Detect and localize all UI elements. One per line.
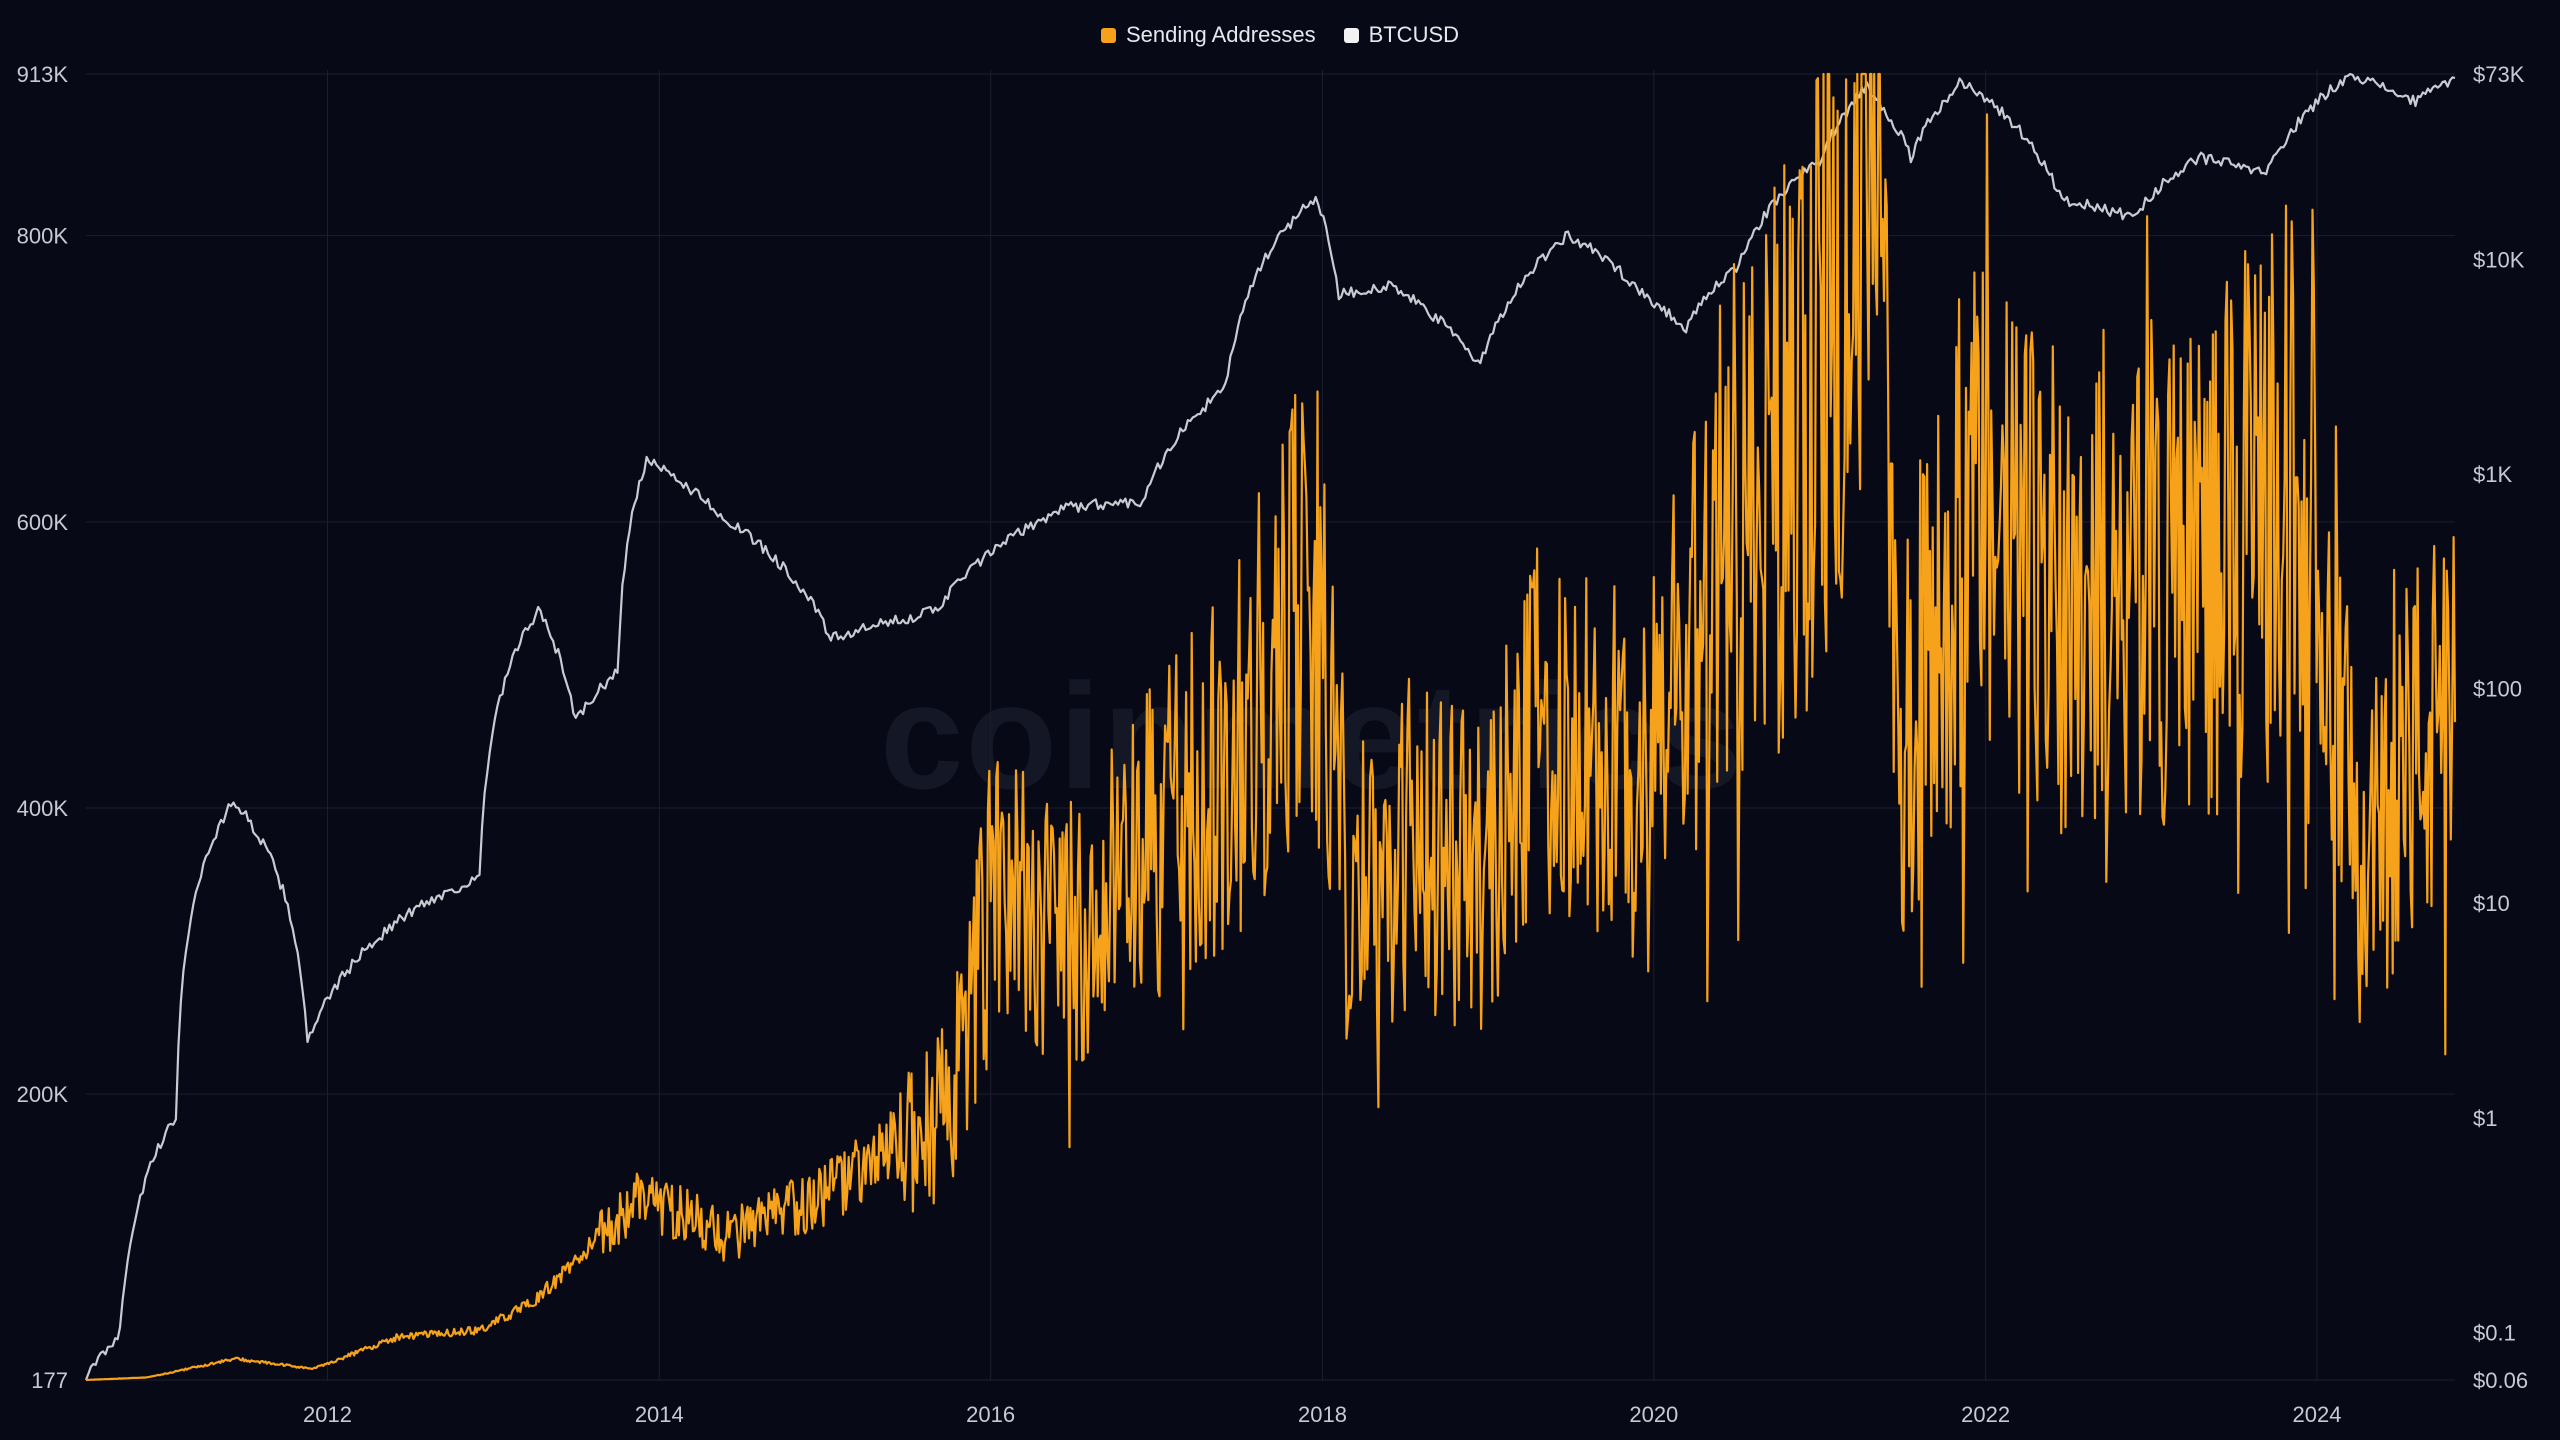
legend-item-sending-addresses[interactable]: Sending Addresses: [1100, 22, 1316, 48]
y-right-tick-label: $10K: [2473, 247, 2525, 272]
x-tick-label: 2024: [2293, 1402, 2342, 1427]
legend-label-sending-addresses: Sending Addresses: [1125, 22, 1316, 47]
y-left-tick-label: 800K: [17, 224, 69, 249]
x-tick-label: 2016: [966, 1402, 1015, 1427]
x-tick-label: 2020: [1629, 1402, 1678, 1427]
y-right-tick-label: $73K: [2473, 62, 2525, 87]
legend-swatch-sending-addresses: [1100, 27, 1116, 43]
chart-legend: Sending Addresses BTCUSD: [0, 22, 2560, 48]
x-tick-label: 2012: [303, 1402, 352, 1427]
y-right-tick-label: $100: [2473, 677, 2522, 702]
y-right-tick-label: $10: [2473, 891, 2510, 916]
y-right-tick-label: $1: [2473, 1106, 2497, 1131]
y-right-tick-label: $0.06: [2473, 1368, 2528, 1393]
y-left-tick-label: 913K: [17, 62, 69, 87]
x-tick-label: 2014: [635, 1402, 684, 1427]
y-left-tick-label: 200K: [17, 1082, 69, 1107]
y-left-tick-label: 177: [31, 1368, 68, 1393]
series-line-btcusd: [84, 72, 2456, 1381]
legend-label-btcusd: BTCUSD: [1368, 22, 1460, 47]
x-tick-label: 2022: [1961, 1402, 2010, 1427]
y-left-tick-label: 400K: [17, 796, 69, 821]
series-line-sending-addresses: [85, 72, 2457, 1382]
y-right-tick-label: $0.1: [2473, 1320, 2516, 1345]
y-left-tick-label: 600K: [17, 510, 69, 535]
legend-swatch-btcusd: [1343, 27, 1359, 43]
y-right-tick-label: $1K: [2473, 462, 2512, 487]
x-tick-label: 2018: [1298, 1402, 1347, 1427]
legend-item-btcusd[interactable]: BTCUSD: [1343, 22, 1460, 48]
